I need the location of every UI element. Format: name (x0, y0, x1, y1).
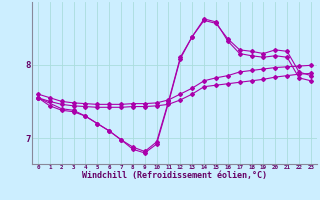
X-axis label: Windchill (Refroidissement éolien,°C): Windchill (Refroidissement éolien,°C) (82, 171, 267, 180)
